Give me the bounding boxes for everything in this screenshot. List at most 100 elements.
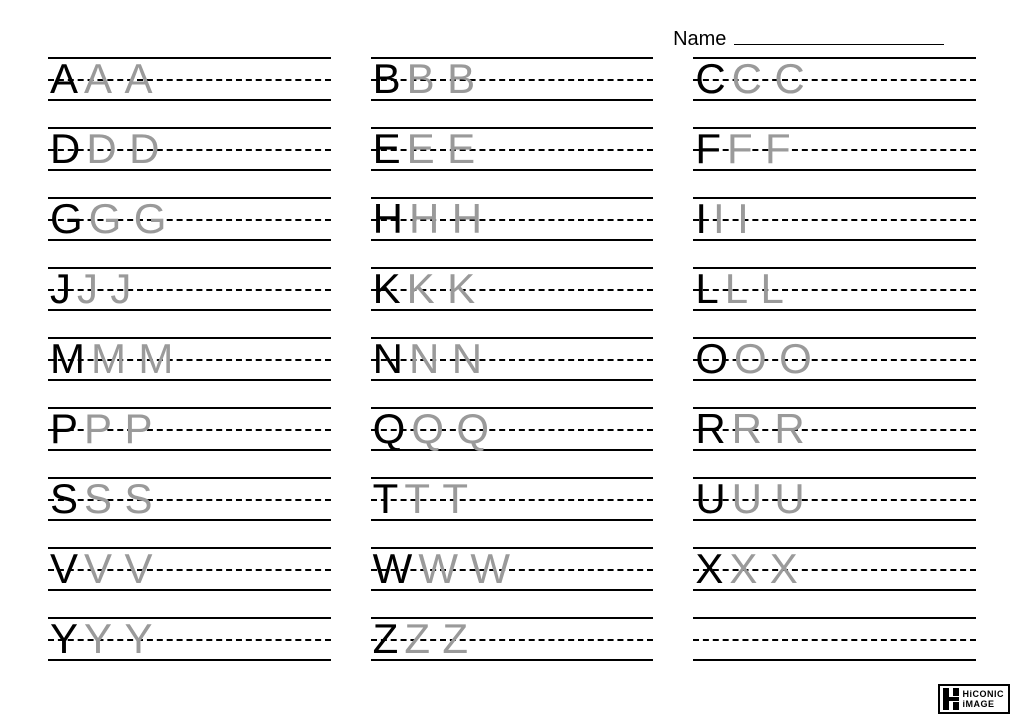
trace-letters: H H [409,198,484,240]
letter-cell-e[interactable]: EE E [371,125,654,173]
model-letter: N [373,338,405,380]
letter-cell-v[interactable]: VV V [48,545,331,593]
letter-cell-h[interactable]: HH H [371,195,654,243]
trace-letters: G G [89,198,169,240]
letter-group: PP P [48,405,154,453]
trace-letters: F F [727,128,793,170]
letter-cell-u[interactable]: UU U [693,475,976,523]
logo-mark-icon [943,688,959,710]
logo-text: HiCONIC iMAGE [963,690,1005,709]
trace-letters: I I [713,198,751,240]
letter-group: MM M [48,335,175,383]
model-letter: K [373,268,403,310]
letter-cell-w[interactable]: WW W [371,545,654,593]
trace-letters: A A [84,58,154,100]
trace-letters: S S [84,478,154,520]
letter-group: NN N [371,335,484,383]
letter-cell-blank[interactable] [693,615,976,663]
trace-letters: D D [86,128,161,170]
letter-group: WW W [371,545,512,593]
letter-cell-p[interactable]: PP P [48,405,331,453]
letter-cell-a[interactable]: AA A [48,55,331,103]
model-letter: T [373,478,401,520]
model-letter: B [373,58,403,100]
letter-group: BB B [371,55,477,103]
letter-cell-j[interactable]: JJ J [48,265,331,313]
model-letter: L [695,268,720,310]
trace-letters: C C [732,58,807,100]
letter-grid: AA A BB B CC C DD D EE E FF F GG G HH H II I JJ J… [48,55,976,663]
model-letter: M [50,338,87,380]
letter-group: YY Y [48,615,154,663]
letter-cell-y[interactable]: YY Y [48,615,331,663]
letter-group: ZZ Z [371,615,470,663]
model-letter: W [373,548,415,590]
trace-letters: E E [407,128,477,170]
letter-cell-d[interactable]: DD D [48,125,331,173]
name-blank-line[interactable] [734,28,944,45]
letter-cell-f[interactable]: FF F [693,125,976,173]
model-letter: V [50,548,80,590]
model-letter: Z [373,618,401,660]
letter-group: VV V [48,545,154,593]
letter-cell-b[interactable]: BB B [371,55,654,103]
model-letter: Q [373,408,408,450]
letter-cell-i[interactable]: II I [693,195,976,243]
letter-group: HH H [371,195,484,243]
trace-letters: M M [91,338,175,380]
letter-group: UU U [693,475,806,523]
trace-letters: O O [734,338,814,380]
name-row: Name [48,28,976,51]
letter-group: II I [693,195,750,243]
letter-group: RR R [693,405,806,453]
letter-group: EE E [371,125,477,173]
model-letter: Y [50,618,80,660]
letter-cell-k[interactable]: KK K [371,265,654,313]
letter-group: CC C [693,55,806,103]
trace-letters: L L [725,268,786,310]
name-label: Name [673,28,726,50]
letter-cell-q[interactable]: QQ Q [371,405,654,453]
letter-cell-t[interactable]: TT T [371,475,654,523]
trace-letters: Z Z [404,618,470,660]
letter-group: KK K [371,265,477,313]
letter-cell-o[interactable]: OO O [693,335,976,383]
letter-group: DD D [48,125,161,173]
letter-group: LL L [693,265,785,313]
model-letter: H [373,198,405,240]
trace-letters: W W [418,548,512,590]
model-letter: S [50,478,80,520]
trace-letters: J J [77,268,133,310]
trace-letters: P P [84,408,154,450]
model-letter: E [373,128,403,170]
model-letter: C [695,58,727,100]
letter-cell-r[interactable]: RR R [693,405,976,453]
letter-group: FF F [693,125,792,173]
writing-lines [693,615,976,663]
letter-cell-m[interactable]: MM M [48,335,331,383]
model-letter: F [695,128,723,170]
letter-cell-s[interactable]: SS S [48,475,331,523]
letter-cell-c[interactable]: CC C [693,55,976,103]
letter-group: AA A [48,55,154,103]
letter-group: JJ J [48,265,133,313]
model-letter: P [50,408,80,450]
letter-cell-l[interactable]: LL L [693,265,976,313]
model-letter: R [695,408,727,450]
trace-letters: U U [732,478,807,520]
trace-letters: V V [84,548,154,590]
letter-cell-x[interactable]: XX X [693,545,976,593]
trace-letters: B B [407,58,477,100]
trace-letters: Q Q [411,408,491,450]
letter-group: XX X [693,545,799,593]
letter-cell-z[interactable]: ZZ Z [371,615,654,663]
model-letter: J [50,268,73,310]
letter-cell-n[interactable]: NN N [371,335,654,383]
model-letter: G [50,198,85,240]
model-letter: O [695,338,730,380]
letter-group: QQ Q [371,405,491,453]
trace-letters: N N [409,338,484,380]
letter-group: GG G [48,195,168,243]
letter-cell-g[interactable]: GG G [48,195,331,243]
model-letter: A [50,58,80,100]
